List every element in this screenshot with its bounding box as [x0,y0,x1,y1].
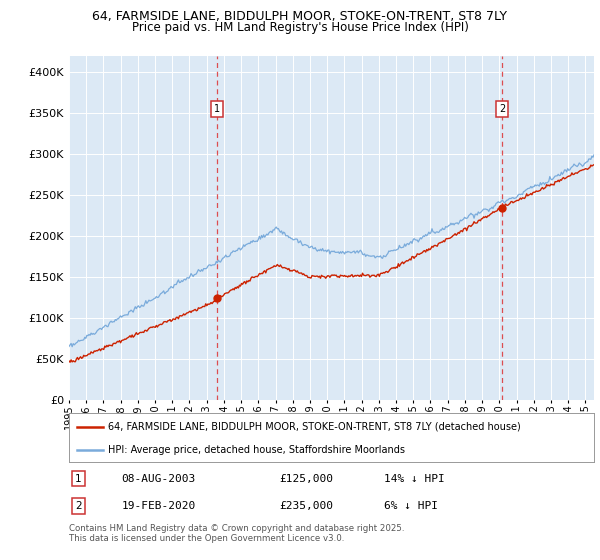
Text: 14% ↓ HPI: 14% ↓ HPI [384,474,445,483]
Text: 2: 2 [499,104,505,114]
Text: 64, FARMSIDE LANE, BIDDULPH MOOR, STOKE-ON-TRENT, ST8 7LY: 64, FARMSIDE LANE, BIDDULPH MOOR, STOKE-… [92,10,508,23]
Text: 19-FEB-2020: 19-FEB-2020 [121,501,196,511]
Text: Contains HM Land Registry data © Crown copyright and database right 2025.
This d: Contains HM Land Registry data © Crown c… [69,524,404,543]
Text: 64, FARMSIDE LANE, BIDDULPH MOOR, STOKE-ON-TRENT, ST8 7LY (detached house): 64, FARMSIDE LANE, BIDDULPH MOOR, STOKE-… [109,422,521,432]
Text: HPI: Average price, detached house, Staffordshire Moorlands: HPI: Average price, detached house, Staf… [109,445,406,455]
Text: 08-AUG-2003: 08-AUG-2003 [121,474,196,483]
Text: 1: 1 [214,104,220,114]
Text: Price paid vs. HM Land Registry's House Price Index (HPI): Price paid vs. HM Land Registry's House … [131,21,469,34]
Text: £125,000: £125,000 [279,474,333,483]
Text: 2: 2 [75,501,82,511]
Text: 6% ↓ HPI: 6% ↓ HPI [384,501,438,511]
Text: £235,000: £235,000 [279,501,333,511]
Text: 1: 1 [75,474,82,483]
